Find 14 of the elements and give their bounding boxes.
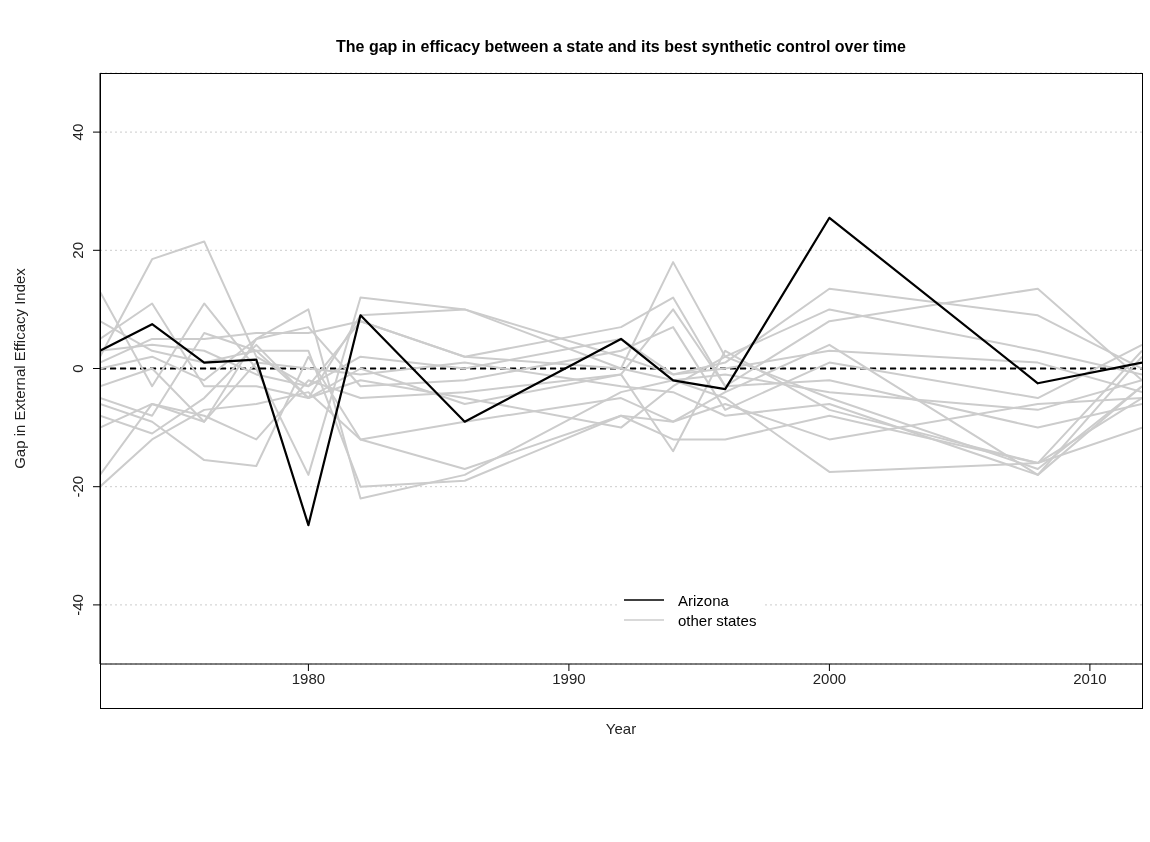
y-tick-label: 40 — [69, 123, 86, 141]
x-axis-title: Year — [605, 720, 637, 737]
x-tick-label: 2000 — [812, 669, 847, 687]
y-tick-label: 20 — [69, 241, 86, 259]
y-tick-label: -40 — [69, 594, 86, 616]
y-tick-label: -20 — [69, 475, 86, 498]
chart-title: The gap in efficacy between a state and its best synthetic control over time — [335, 38, 907, 56]
y-tick-label: 0 — [69, 364, 86, 373]
x-tick-label: 1990 — [552, 669, 586, 687]
y-axis-title: Gap in External Efficacy Index — [11, 267, 29, 469]
legend-label: other states — [678, 611, 757, 629]
x-tick-label: 2010 — [1073, 669, 1107, 687]
legend-label: Arizona — [678, 591, 729, 609]
x-tick-label: 1980 — [291, 669, 326, 687]
